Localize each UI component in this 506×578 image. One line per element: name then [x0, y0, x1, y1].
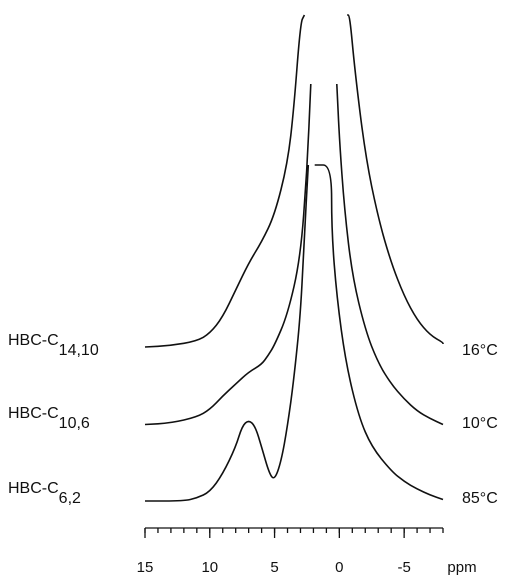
x-tick-label: 10 — [201, 559, 218, 576]
series-name-subscript: 10,6 — [59, 415, 90, 432]
x-tick-label: 15 — [137, 559, 154, 576]
x-tick-label: -5 — [397, 559, 410, 576]
spectrum-line-14-10-left — [144, 14, 306, 348]
series-name-prefix: HBC-C — [8, 332, 59, 349]
x-axis-label: ppm — [447, 559, 476, 576]
series-temperature-label: 16°C — [462, 342, 498, 359]
spectrum-line-14-10-right — [347, 14, 444, 345]
series-name-prefix: HBC-C — [8, 480, 59, 497]
x-tick-label: 0 — [335, 559, 343, 576]
spectrum-line-6-2-left — [144, 164, 310, 502]
series-name-label: HBC-C14,10 — [8, 332, 99, 359]
x-tick-label: 5 — [270, 559, 278, 576]
spectrum-line-6-2-right — [314, 164, 444, 501]
series-temperature-label: 85°C — [462, 490, 498, 507]
spectrum-line-10-6-left — [144, 83, 312, 426]
series-name-subscript: 14,10 — [59, 342, 99, 359]
series-temperature-label: 10°C — [462, 415, 498, 432]
series-name-prefix: HBC-C — [8, 405, 59, 422]
spectrum-line-10-6-right — [336, 83, 444, 426]
series-name-label: HBC-C10,6 — [8, 405, 90, 432]
x-axis-ticks: 15 10 5 0 -5 — [137, 528, 444, 576]
series-name-subscript: 6,2 — [59, 490, 81, 507]
spectra-layer — [144, 14, 444, 502]
series-name-label: HBC-C6,2 — [8, 480, 81, 507]
